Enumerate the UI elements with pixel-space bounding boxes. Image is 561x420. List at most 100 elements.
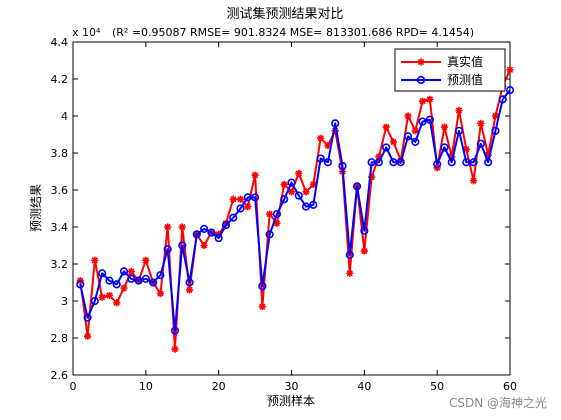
data-point [425,115,434,124]
plot-area [72,41,511,376]
data-point [484,151,492,159]
legend-marker [416,75,426,85]
data-point [506,66,514,74]
data-point [447,158,456,167]
data-point [141,274,150,283]
data-point [287,178,296,187]
x-tick-label: 0 [70,380,77,393]
data-point [156,271,165,280]
data-point [448,153,456,161]
y-tick-label: 3.8 [51,147,69,160]
watermark: CSDN @海神之光 [449,395,547,410]
data-point [200,224,209,233]
data-point [469,177,478,185]
data-point [323,158,333,167]
x-tick-label: 10 [139,380,153,393]
data-point [491,126,500,135]
y-axis-label: 预测结果 [29,184,43,232]
data-point [382,123,390,131]
data-point [280,180,288,189]
data-point [127,274,136,283]
data-point [389,138,398,146]
data-point [469,158,478,167]
legend-entry: 预测值 [401,72,483,87]
data-point [411,127,419,135]
data-point [352,182,362,191]
data-point [207,228,216,237]
data-point [258,282,267,291]
data-point [236,204,245,213]
data-point [338,161,347,171]
data-point [295,169,303,177]
y-tick-label: 3.6 [51,184,69,197]
data-point [419,97,427,105]
data-point [316,154,325,163]
data-point [134,276,143,285]
chart-title: 测试集预测结果对比 [226,6,343,22]
data-point [360,247,368,255]
data-point [229,195,237,203]
data-point [113,299,121,307]
data-point [112,280,121,289]
data-point [265,230,274,239]
data-point [236,195,245,203]
y-tick-label: 2.6 [51,369,69,382]
x-axis-label: 预测样本 [267,393,315,408]
data-point [491,112,500,120]
data-point [324,142,332,150]
data-point [368,173,376,181]
data-point [309,200,318,209]
data-point [83,332,92,340]
data-point [178,241,187,250]
data-point [250,193,260,202]
data-point [200,241,208,250]
data-point [142,256,150,264]
y-exponent-label: x 10⁴ [72,26,101,39]
y-tick-label: 2.8 [51,332,69,345]
data-point [214,234,223,243]
data-point [91,256,99,264]
data-point [258,302,266,311]
x-tick-label: 20 [212,380,226,393]
y-tick-label: 3.2 [51,258,69,271]
y-tick-label: 4 [61,110,68,123]
data-point [272,209,282,219]
data-point [105,291,114,300]
x-tick-label: 40 [357,380,371,393]
data-point [178,223,186,231]
data-point [171,345,179,353]
data-point [221,221,231,230]
data-point [229,213,238,222]
data-point [266,210,274,218]
y-tick-label: 4.2 [51,73,69,86]
data-point [346,269,354,277]
data-point [462,145,470,153]
series-2 [76,85,515,335]
data-point [119,267,129,276]
data-point [476,139,485,148]
data-point [149,278,158,287]
legend-label: 真实值 [447,54,483,69]
data-point [156,290,164,298]
data-point [170,326,180,335]
x-tick-label: 50 [430,380,444,393]
data-point [273,219,281,227]
data-point [105,276,114,285]
data-point [185,278,194,287]
data-point [120,284,128,292]
data-point [280,195,289,204]
y-tick-label: 3 [61,295,68,308]
legend-entry: 真实值 [401,54,483,69]
data-point [83,313,92,322]
data-point [163,245,172,254]
data-point [317,134,325,142]
data-point [411,137,420,146]
x-tick-label: 60 [503,380,517,393]
data-point [287,188,296,196]
y-axis: 2.6 2.8 3 3.2 3.4 3.6 3.8 4 4.2 4.4 [51,36,510,382]
legend-box [394,48,506,92]
data-point [418,117,427,126]
data-point [505,85,515,95]
data-point [426,95,434,103]
